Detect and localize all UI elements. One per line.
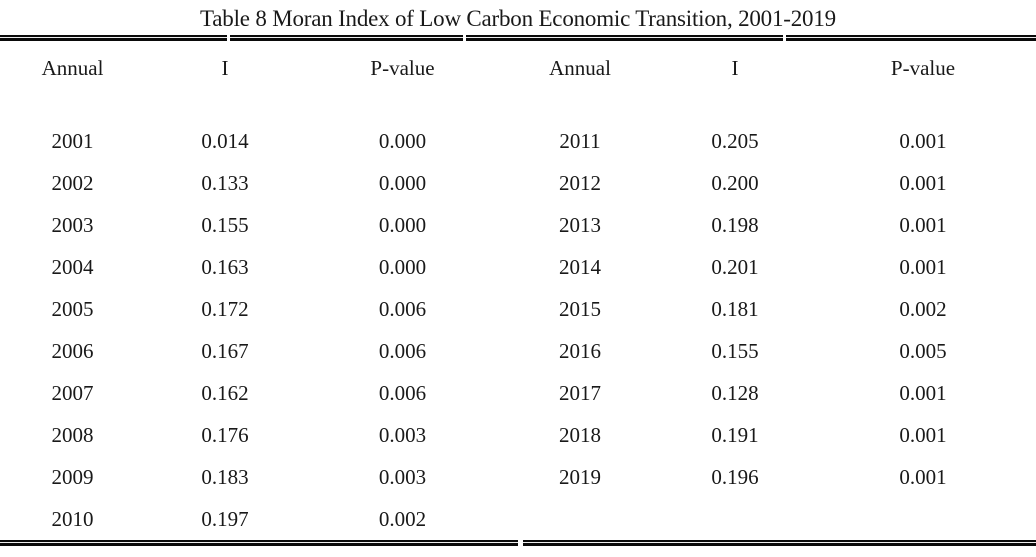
table-caption: Table 8 Moran Index of Low Carbon Econom… xyxy=(200,6,836,31)
rule-segment xyxy=(786,35,1036,41)
table-row: 2005 0.172 0.006 2015 0.181 0.002 xyxy=(0,288,1036,330)
table-cell: 0.183 xyxy=(201,464,249,489)
table-cell: 2019 xyxy=(559,464,601,489)
column-header-i-left: I xyxy=(221,55,229,80)
table-cell: 0.172 xyxy=(201,296,249,321)
table-cell: 0.197 xyxy=(201,506,249,531)
table-row: 2001 0.014 0.000 2011 0.205 0.001 xyxy=(0,120,1036,162)
table-cell: 0.163 xyxy=(201,254,249,279)
rule-segment xyxy=(230,35,463,41)
table-cell: 0.005 xyxy=(899,338,947,363)
table-cell: 0.006 xyxy=(378,296,427,321)
table-cell: 2018 xyxy=(559,422,601,447)
header-spacer-row xyxy=(0,95,1036,120)
table-cell: 0.003 xyxy=(378,422,427,447)
table-cell: 2014 xyxy=(559,254,601,279)
table-cell: 0.006 xyxy=(378,380,427,405)
column-header-annual-right: Annual xyxy=(549,55,611,80)
table-bottom-rule xyxy=(0,540,1036,546)
table-cell: 0.191 xyxy=(711,422,759,447)
table-row: 2006 0.167 0.006 2016 0.155 0.005 xyxy=(0,330,1036,372)
table-cell xyxy=(810,498,1036,540)
table-cell: 0.133 xyxy=(201,170,249,195)
moran-index-table: Annual I P-value Annual I P-value 2001 0.… xyxy=(0,41,1036,540)
table-cell: 0.001 xyxy=(899,422,947,447)
table-cell: 0.001 xyxy=(899,254,947,279)
table-cell: 0.002 xyxy=(899,296,947,321)
table-cell xyxy=(500,498,660,540)
table-cell: 0.006 xyxy=(378,338,427,363)
table-cell: 0.001 xyxy=(899,128,947,153)
table-cell: 0.000 xyxy=(378,128,427,153)
table-cell: 0.000 xyxy=(378,254,427,279)
table-row: 2010 0.197 0.002 xyxy=(0,498,1036,540)
table-row: 2009 0.183 0.003 2019 0.196 0.001 xyxy=(0,456,1036,498)
table-cell: 2011 xyxy=(559,128,601,153)
table-cell: 2007 xyxy=(51,380,94,405)
table-cell: 0.167 xyxy=(201,338,249,363)
column-header-pvalue-left: P-value xyxy=(370,55,435,80)
table-row: 2003 0.155 0.000 2013 0.198 0.001 xyxy=(0,204,1036,246)
table-header-row: Annual I P-value Annual I P-value xyxy=(0,41,1036,95)
table-cell: 2002 xyxy=(51,170,94,195)
table-cell: 0.001 xyxy=(899,212,947,237)
column-header-i-right: I xyxy=(731,55,739,80)
table-row: 2007 0.162 0.006 2017 0.128 0.001 xyxy=(0,372,1036,414)
table-cell: 2010 xyxy=(51,506,94,531)
table-cell: 0.000 xyxy=(378,170,427,195)
table-cell: 0.162 xyxy=(201,380,249,405)
table-cell: 2008 xyxy=(51,422,94,447)
table-cell: 2009 xyxy=(51,464,94,489)
table-row: 2008 0.176 0.003 2018 0.191 0.001 xyxy=(0,414,1036,456)
column-header-annual-left: Annual xyxy=(41,55,104,80)
table-cell: 0.001 xyxy=(899,464,947,489)
table-cell: 2006 xyxy=(51,338,94,363)
table-cell: 2001 xyxy=(51,128,94,153)
table-cell: 2005 xyxy=(51,296,94,321)
table-cell: 0.001 xyxy=(899,380,947,405)
table-cell: 0.002 xyxy=(378,506,427,531)
table-cell: 0.201 xyxy=(711,254,759,279)
table-cell: 0.176 xyxy=(201,422,249,447)
table-cell: 0.205 xyxy=(711,128,759,153)
table-cell: 0.001 xyxy=(899,170,947,195)
table-cell: 2003 xyxy=(51,212,94,237)
table-cell: 2017 xyxy=(559,380,601,405)
table-cell: 0.000 xyxy=(378,212,427,237)
rule-segment xyxy=(466,35,783,41)
table-row: 2002 0.133 0.000 2012 0.200 0.001 xyxy=(0,162,1036,204)
table-top-rule xyxy=(0,35,1036,41)
table-cell: 0.155 xyxy=(711,338,759,363)
table-cell: 2004 xyxy=(51,254,94,279)
table-body: 2001 0.014 0.000 2011 0.205 0.001 2002 0.133 0.0… xyxy=(0,120,1036,540)
rule-segment xyxy=(523,540,1036,546)
table-row: 2004 0.163 0.000 2014 0.201 0.001 xyxy=(0,246,1036,288)
table-cell: 0.196 xyxy=(711,464,759,489)
table-cell: 0.200 xyxy=(711,170,759,195)
column-header-pvalue-right: P-value xyxy=(890,55,956,80)
table-cell: 0.003 xyxy=(378,464,427,489)
rule-segment xyxy=(0,540,518,546)
table-cell: 0.014 xyxy=(201,128,249,153)
table-cell: 0.181 xyxy=(711,296,759,321)
table-cell: 0.198 xyxy=(711,212,759,237)
table-cell: 2015 xyxy=(559,296,601,321)
rule-segment xyxy=(0,35,227,41)
table-cell: 0.155 xyxy=(201,212,249,237)
table-cell: 0.128 xyxy=(711,380,759,405)
table-cell: 2016 xyxy=(559,338,601,363)
table-cell: 2012 xyxy=(559,170,601,195)
table-cell xyxy=(660,498,810,540)
table-cell: 2013 xyxy=(559,212,601,237)
